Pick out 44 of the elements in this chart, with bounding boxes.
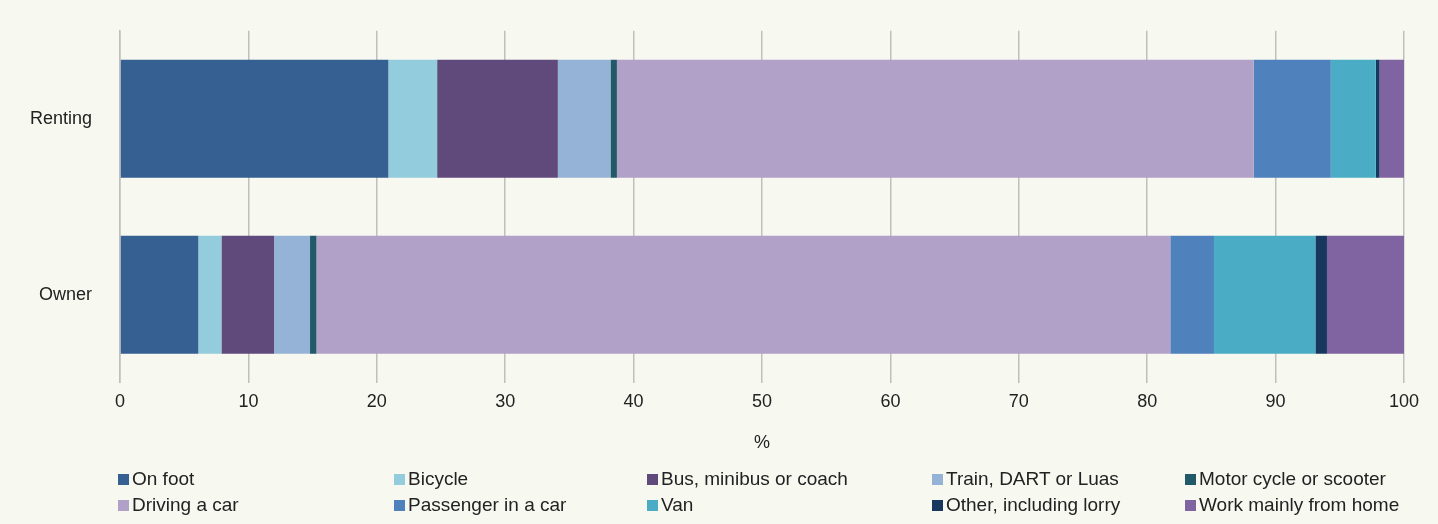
x-tick-label: 50 — [751, 390, 773, 411]
bar — [1375, 59, 1380, 178]
bar — [198, 235, 222, 354]
x-tick-label: 70 — [1008, 390, 1029, 411]
bar — [274, 235, 311, 354]
y-tick-label: Owner — [38, 283, 93, 304]
bar — [437, 59, 558, 178]
x-tick-label: 60 — [880, 390, 901, 411]
legend-label: Work mainly from home — [1199, 494, 1400, 516]
x-tick-label: 0 — [114, 390, 126, 411]
legend-label: Driving a car — [132, 494, 239, 516]
bar — [557, 59, 611, 178]
legend-label: Bicycle — [408, 468, 469, 490]
legend-label: Motor cycle or scooter — [1199, 468, 1386, 490]
bar — [120, 235, 199, 354]
legend-label: Van — [661, 494, 694, 516]
bar — [221, 235, 275, 354]
bar — [616, 59, 1254, 178]
x-tick-label: 100 — [1388, 390, 1420, 411]
bar — [1315, 235, 1327, 354]
legend-label: Passenger in a car — [408, 494, 567, 516]
bar — [1379, 59, 1404, 178]
y-tick-label: Renting — [29, 107, 92, 128]
x-tick-label: 20 — [366, 390, 387, 411]
x-tick-label: 90 — [1265, 390, 1286, 411]
bar — [388, 59, 438, 178]
bar — [1213, 235, 1316, 354]
bar — [316, 235, 1171, 354]
legend-label: Train, DART or Luas — [946, 468, 1119, 490]
x-tick-label: 80 — [1137, 390, 1158, 411]
bar — [1170, 235, 1214, 354]
x-axis-title: % — [753, 432, 771, 453]
legend-label: Bus, minibus or coach — [661, 468, 848, 490]
bar — [610, 59, 617, 178]
bar — [1326, 235, 1404, 354]
legend-label: On foot — [132, 468, 195, 490]
legend-label: Other, including lorry — [946, 494, 1121, 516]
bar — [120, 59, 389, 178]
x-tick-label: 10 — [238, 390, 259, 411]
bar — [1253, 59, 1331, 178]
x-tick-label: 40 — [623, 390, 644, 411]
x-tick-label: 30 — [495, 390, 516, 411]
bar — [310, 235, 317, 354]
bar — [1330, 59, 1376, 178]
